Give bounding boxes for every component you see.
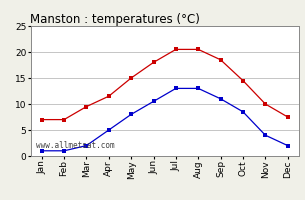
- Text: Manston : temperatures (°C): Manston : temperatures (°C): [30, 13, 200, 26]
- Text: www.allmetsat.com: www.allmetsat.com: [36, 140, 114, 150]
